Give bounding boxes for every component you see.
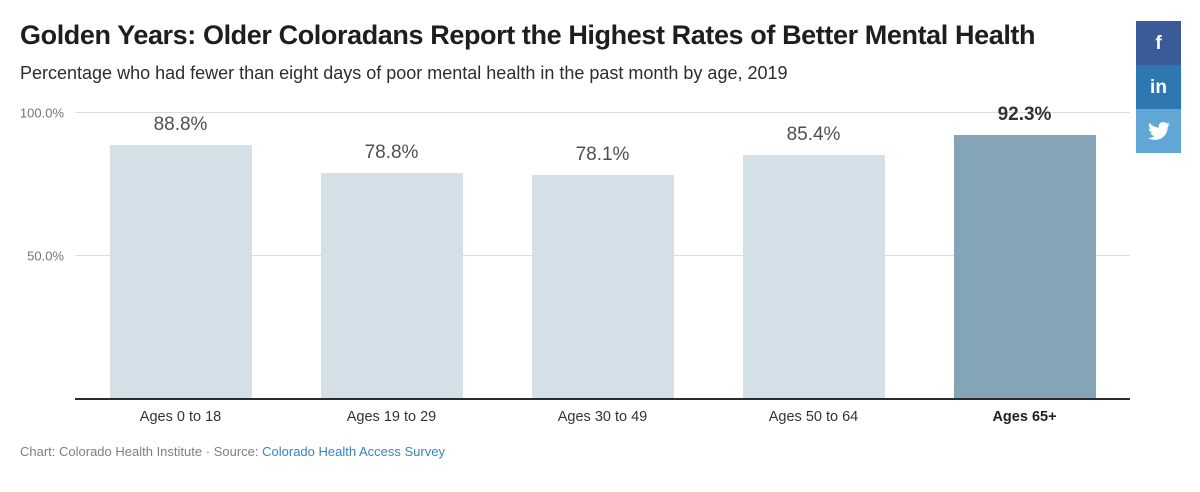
x-axis-category-label: Ages 19 to 29 xyxy=(346,409,437,425)
bar-slot: 92.3% Ages 65+ xyxy=(919,104,1130,425)
bar-value-label: 78.1% xyxy=(575,144,630,166)
bar-slot: 78.1% Ages 30 to 49 xyxy=(497,113,708,425)
x-axis-category-label: Ages 30 to 49 xyxy=(557,409,648,425)
twitter-icon xyxy=(1147,122,1170,140)
bar-ages-19-to-29[interactable] xyxy=(320,173,463,398)
y-axis-tick-label: 50.0% xyxy=(27,248,64,263)
bar-ages-65-[interactable] xyxy=(953,134,1096,398)
chart-credit: Chart: Colorado Health Institute xyxy=(20,444,203,459)
x-axis-category-label: Ages 50 to 64 xyxy=(768,409,859,425)
source-link[interactable]: Colorado Health Access Survey xyxy=(262,444,445,459)
bar-value-label: 88.8% xyxy=(153,113,208,135)
facebook-share-button[interactable]: f xyxy=(1136,21,1181,65)
linkedin-icon: in xyxy=(1150,76,1167,98)
x-axis-line xyxy=(75,398,1130,400)
chart-subtitle: Percentage who had fewer than eight days… xyxy=(20,63,788,83)
bar-ages-0-to-18[interactable] xyxy=(109,144,252,398)
twitter-share-button[interactable] xyxy=(1136,109,1181,153)
plot-area: 50.0% 100.0% 88.8% Ages 0 to 18 78.8% Ages 19… xyxy=(20,104,1130,425)
x-axis-category-label: Ages 65+ xyxy=(992,409,1057,425)
gridline xyxy=(75,112,1130,113)
bar-slot: 85.4% Ages 50 to 64 xyxy=(708,113,919,425)
bar-slot: 88.8% Ages 0 to 18 xyxy=(75,113,286,425)
footer-credit: Chart: Colorado Health Institute · Sourc… xyxy=(20,444,445,459)
credit-separator: · xyxy=(205,444,211,459)
bar-ages-30-to-49[interactable] xyxy=(531,175,674,398)
bar-slot: 78.8% Ages 19 to 29 xyxy=(286,113,497,425)
y-axis-tick-label: 100.0% xyxy=(19,105,64,121)
x-axis-category-label: Ages 0 to 18 xyxy=(139,409,222,425)
bar-value-label: 92.3% xyxy=(997,103,1052,125)
bar-value-label: 78.8% xyxy=(364,142,419,164)
share-buttons: f in xyxy=(1136,21,1181,153)
linkedin-share-button[interactable]: in xyxy=(1136,65,1181,109)
bar-ages-50-to-64[interactable] xyxy=(742,154,885,398)
facebook-icon: f xyxy=(1155,32,1162,54)
bar-value-label: 85.4% xyxy=(786,123,841,145)
chart-title: Golden Years: Older Coloradans Report th… xyxy=(20,20,1036,50)
source-label: Source: xyxy=(213,444,259,459)
